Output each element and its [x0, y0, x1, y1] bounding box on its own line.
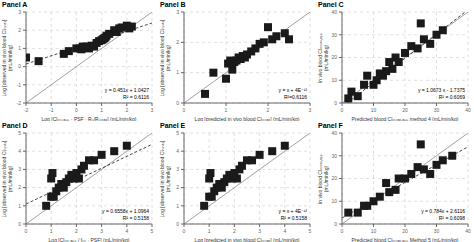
html-text:R² = 0.6116: R² = 0.6116 — [123, 93, 149, 100]
svg-text:3: 3 — [258, 228, 261, 234]
svg-text:Log [Clₘₜ,ₐₚₚ / fₙₙ · PSF] (mL: Log [Clₘₜ,ₐₚₚ / fₙₙ · PSF] (mL/min/kg) — [49, 237, 130, 242]
svg-text:3: 3 — [176, 9, 179, 15]
svg-text:0: 0 — [334, 100, 337, 106]
svg-text:5: 5 — [309, 228, 312, 234]
svg-text:4: 4 — [283, 228, 286, 234]
html-text:In vivo blood Clₘₙₐₓ,ₐₚₚ (mL/m: In vivo blood Clₘₙₐₓ,ₐₚₚ (mL/min/kg) — [317, 32, 329, 83]
svg-text:3: 3 — [151, 107, 154, 113]
html-text:Panel B: Panel B — [160, 1, 186, 8]
svg-text:20: 20 — [402, 228, 408, 234]
svg-text:Predicted blood Clₘₙₐₓ,ₐₚₚ Met: Predicted blood Clₘₙₐₓ,ₐₚₚ Method 5 (mL/… — [351, 237, 458, 242]
svg-text:Log [Clₘₜ,ₐₚₚ · PSF · Rₙ/Rₙₘₐₓ: Log [Clₘₜ,ₐₚₚ · PSF · Rₙ/Rₙₘₐₓ] (mL/min/… — [42, 116, 137, 121]
svg-text:20: 20 — [331, 54, 337, 60]
svg-text:1: 1 — [176, 69, 179, 75]
svg-text:0: 0 — [75, 107, 78, 113]
svg-text:10: 10 — [331, 198, 337, 204]
svg-text:-1: -1 — [17, 82, 22, 88]
html-text:Panel F: Panel F — [318, 122, 343, 129]
svg-text:2: 2 — [233, 228, 236, 234]
svg-text:2: 2 — [125, 107, 128, 113]
svg-text:0: 0 — [341, 107, 344, 113]
svg-text:5: 5 — [151, 228, 154, 234]
html-text:R² = 0.6098: R² = 0.6098 — [438, 214, 465, 221]
svg-text:Log [predicted in vivo blood C: Log [predicted in vivo blood Clₘₙₐₓ] (mL… — [195, 116, 300, 121]
svg-text:10: 10 — [371, 228, 377, 234]
svg-text:-2: -2 — [24, 107, 29, 113]
svg-text:3: 3 — [309, 107, 312, 113]
svg-text:3: 3 — [100, 228, 103, 234]
html-text:y = x + 4E⁻¹³: y = x + 4E⁻¹³ — [278, 87, 307, 93]
svg-text:0: 0 — [183, 228, 186, 234]
svg-text:0: 0 — [183, 107, 186, 113]
svg-text:30: 30 — [331, 32, 337, 38]
html-text:y = 0.784x + 2.6116: y = 0.784x + 2.6116 — [421, 208, 465, 214]
html-text:y = 0.6558x + 1.0964: y = 0.6558x + 1.0964 — [102, 208, 149, 214]
html-text:Log [observed in vivo blood Cl: Log [observed in vivo blood Clₘₙₐₓ] (mL/… — [159, 140, 171, 217]
svg-text:30: 30 — [434, 107, 440, 113]
html-text:Log [observed in vivo blood Cl: Log [observed in vivo blood Clₘₙₐₓ] (mL/… — [1, 140, 13, 217]
svg-text:2: 2 — [18, 184, 21, 190]
svg-text:1: 1 — [100, 107, 103, 113]
html-text:R² = 0.5158: R² = 0.5158 — [280, 214, 307, 221]
html-text:y = 0.451x + 1.0427: y = 0.451x + 1.0427 — [104, 87, 149, 93]
svg-text:3: 3 — [18, 166, 21, 172]
svg-text:40: 40 — [465, 228, 466, 234]
svg-text:0: 0 — [341, 228, 344, 234]
html-text:Panel E: Panel E — [160, 122, 186, 129]
svg-text:Predicted blood Clₘₙₐₓ,ₐₚₚ met: Predicted blood Clₘₙₐₓ,ₐₚₚ method 4 (mL/… — [351, 116, 458, 121]
svg-text:2: 2 — [176, 184, 179, 190]
svg-text:5: 5 — [18, 130, 21, 136]
html-text:In vivo blood Clₘₙₐₓ,ₐₚₚ (mL/m: In vivo blood Clₘₙₐₓ,ₐₚₚ (mL/min/kg) — [317, 153, 329, 204]
svg-text:3: 3 — [176, 166, 179, 172]
svg-text:0: 0 — [176, 100, 179, 106]
svg-text:30: 30 — [331, 153, 337, 159]
html-text:y = 1.0673 x - 1.7375: y = 1.0673 x - 1.7375 — [417, 87, 465, 93]
svg-text:10: 10 — [331, 77, 337, 83]
html-text:Panel C: Panel C — [318, 1, 344, 8]
svg-text:1: 1 — [18, 203, 21, 209]
html-text:Panel D: Panel D — [2, 122, 28, 129]
svg-text:0: 0 — [25, 228, 28, 234]
svg-text:40: 40 — [331, 130, 337, 136]
svg-text:40: 40 — [331, 9, 337, 15]
svg-text:0: 0 — [334, 221, 337, 227]
svg-text:3: 3 — [18, 9, 21, 15]
svg-text:-2: -2 — [17, 100, 22, 106]
svg-text:-1: -1 — [49, 107, 54, 113]
svg-text:2: 2 — [267, 107, 270, 113]
svg-text:20: 20 — [402, 107, 408, 113]
svg-text:1: 1 — [50, 228, 53, 234]
html-text:Panel A: Panel A — [2, 1, 28, 8]
svg-text:0: 0 — [18, 63, 21, 69]
svg-text:2: 2 — [75, 228, 78, 234]
svg-text:30: 30 — [434, 228, 440, 234]
svg-text:Log [predicted in vivo blood C: Log [predicted in vivo blood Clₘₙₐₓ] (mL… — [195, 237, 300, 242]
svg-text:1: 1 — [18, 45, 21, 51]
svg-text:10: 10 — [371, 107, 377, 113]
svg-text:0: 0 — [18, 221, 21, 227]
svg-text:5: 5 — [176, 130, 179, 136]
svg-text:2: 2 — [176, 39, 179, 45]
svg-text:4: 4 — [125, 228, 128, 234]
svg-text:0: 0 — [176, 221, 179, 227]
svg-text:1: 1 — [225, 107, 228, 113]
html-text:y = x + 4E⁻¹³: y = x + 4E⁻¹³ — [278, 208, 307, 214]
html-text:R²=0.6116: R²=0.6116 — [283, 93, 307, 100]
html-text:Log [observed in vivo blood Cl: Log [observed in vivo blood Clₘₙₐₓ] (mL/… — [159, 19, 171, 96]
svg-text:20: 20 — [331, 175, 337, 181]
svg-text:4: 4 — [18, 148, 21, 154]
svg-text:1: 1 — [176, 203, 179, 209]
html-text:Log [observed in vivo blood Cl: Log [observed in vivo blood Clₘₙₐₓ] (mL/… — [1, 19, 13, 96]
html-text:R² = 0.6069: R² = 0.6069 — [438, 93, 465, 100]
svg-text:4: 4 — [176, 148, 179, 154]
svg-text:40: 40 — [465, 107, 466, 113]
html-text:R² = 0.5158: R² = 0.5158 — [122, 214, 149, 221]
svg-text:2: 2 — [18, 27, 21, 33]
svg-text:1: 1 — [208, 228, 211, 234]
